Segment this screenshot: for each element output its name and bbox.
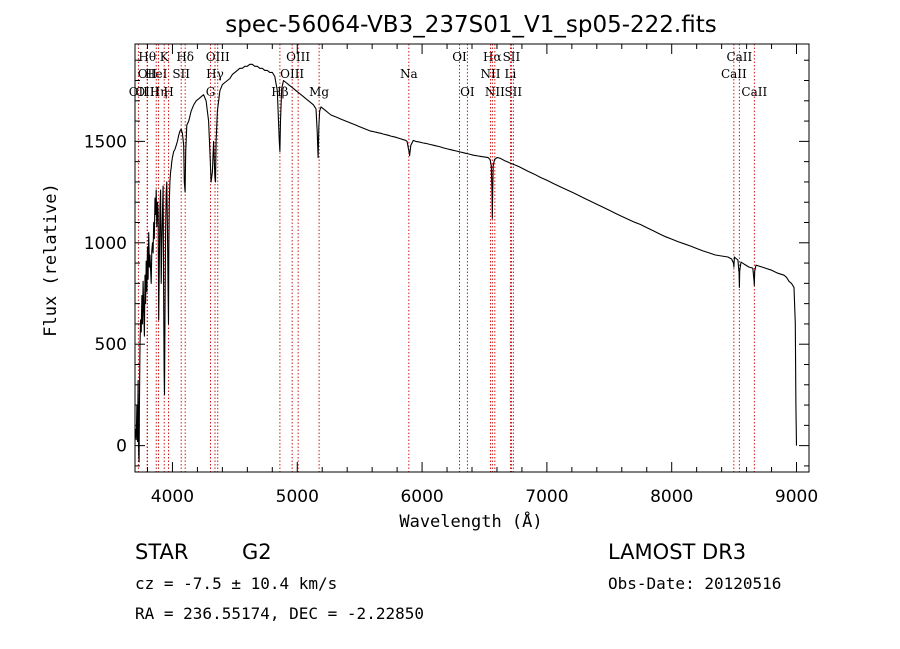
line-marker-label: Li bbox=[505, 67, 517, 81]
line-marker-label: OI bbox=[452, 50, 467, 64]
chart-title: spec-56064-VB3_237S01_V1_sp05-222.fits bbox=[225, 12, 716, 38]
line-marker-label: Hγ bbox=[206, 67, 224, 81]
line-marker-label: H bbox=[163, 85, 173, 99]
x-tick-label: 5000 bbox=[276, 487, 319, 507]
y-axis-label: Flux (relative) bbox=[41, 183, 61, 337]
object-class: STAR bbox=[135, 540, 189, 564]
y-tick-label: 500 bbox=[95, 335, 127, 355]
line-marker-label: CaII bbox=[721, 67, 747, 81]
line-marker-label: Hθ bbox=[138, 50, 156, 64]
line-marker-label: Hα bbox=[483, 50, 502, 64]
line-marker-label: Mg bbox=[309, 85, 329, 99]
line-marker-label: SII bbox=[504, 85, 522, 99]
line-marker-label: OIII bbox=[280, 67, 304, 81]
line-marker-label: CaII bbox=[726, 50, 752, 64]
x-tick-label: 7000 bbox=[525, 487, 568, 507]
x-tick-label: 8000 bbox=[650, 487, 693, 507]
line-marker-label: OII bbox=[138, 67, 158, 81]
spectrum-line bbox=[134, 63, 798, 463]
observation-date: Obs-Date: 20120516 bbox=[608, 574, 782, 593]
line-marker-label: NII bbox=[485, 85, 505, 99]
y-tick-label: 1500 bbox=[84, 132, 127, 152]
line-marker-label: CaII bbox=[741, 85, 767, 99]
x-tick-label: 4000 bbox=[151, 487, 194, 507]
line-marker-label: Hη bbox=[150, 85, 168, 99]
survey-name: LAMOST DR3 bbox=[608, 540, 747, 564]
line-marker-label: OIII bbox=[206, 50, 230, 64]
redshift-cz: cz = -7.5 ± 10.4 km/s bbox=[135, 574, 338, 593]
y-tick-label: 0 bbox=[116, 437, 127, 457]
line-marker-label: HeI bbox=[145, 67, 168, 81]
line-marker-label: SII bbox=[503, 50, 521, 64]
plot-frame bbox=[134, 43, 810, 473]
x-tick-label: 6000 bbox=[400, 487, 443, 507]
series-layer bbox=[134, 63, 798, 463]
line-marker-label: Hβ bbox=[271, 85, 288, 99]
line-marker-label: SII bbox=[172, 67, 190, 81]
tick-layer: 4000 5000 6000 7000 8000 9000 0 500 1000 1500 bbox=[84, 44, 818, 507]
line-marker-label: Na bbox=[400, 67, 418, 81]
coordinates: RA = 236.55174, DEC = -2.22850 bbox=[135, 604, 424, 623]
x-axis-label: Wavelength (Å) bbox=[399, 510, 542, 532]
line-marker-label: OI bbox=[460, 85, 475, 99]
line-marker-label: NII bbox=[480, 67, 500, 81]
line-marker-label: K bbox=[160, 50, 170, 64]
object-subclass: G2 bbox=[242, 540, 272, 564]
line-marker-label: OIII bbox=[135, 85, 159, 99]
line-marker-label: OII bbox=[129, 85, 149, 99]
line-marker-label: OIII bbox=[286, 50, 310, 64]
line-marker-label: Hδ bbox=[176, 50, 194, 64]
line-marker-label: G bbox=[206, 85, 216, 99]
x-tick-label: 9000 bbox=[775, 487, 818, 507]
y-tick-label: 1000 bbox=[84, 234, 127, 254]
